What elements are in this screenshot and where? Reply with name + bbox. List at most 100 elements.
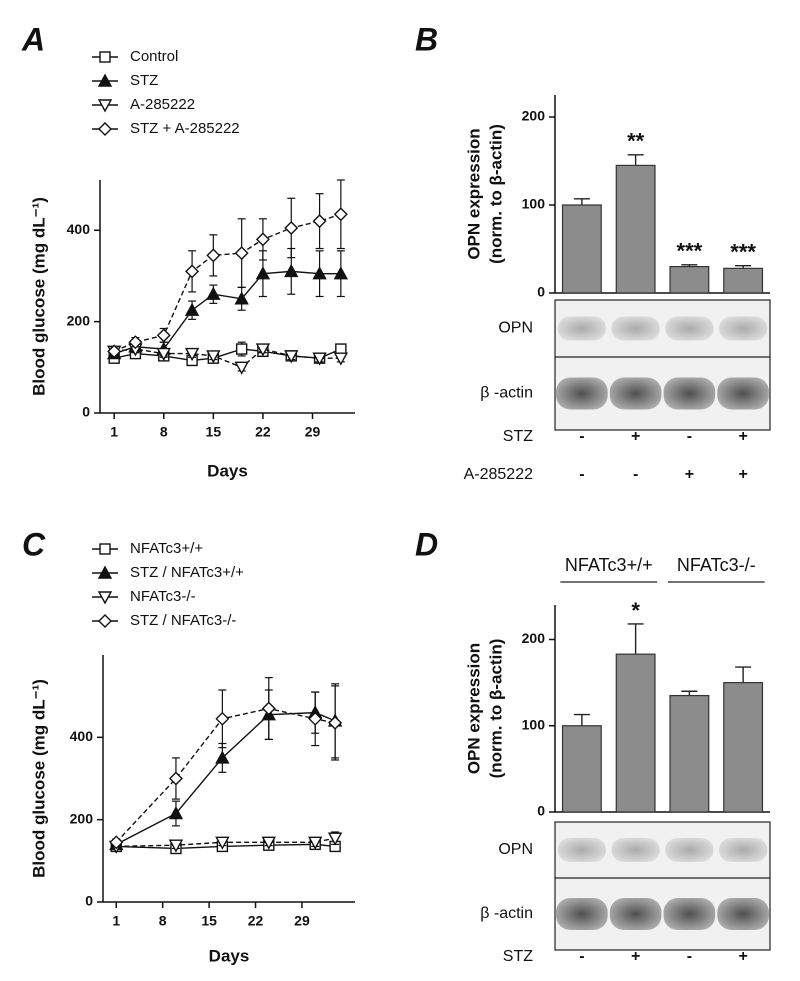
data-point (284, 220, 299, 235)
significance-label: ** (627, 129, 645, 154)
blot-band (717, 898, 769, 930)
x-tick-label: 22 (255, 424, 271, 440)
data-point (156, 347, 171, 362)
blot-band (609, 377, 662, 410)
blot-band (611, 838, 660, 862)
blot-band (609, 898, 662, 930)
x-tick-label: 8 (159, 913, 167, 929)
legend-label: STZ + A-285222 (130, 120, 240, 137)
data-point (168, 839, 184, 853)
data-point (312, 266, 327, 280)
data-point (185, 264, 200, 279)
blot-band (663, 898, 716, 930)
row-value: + (685, 466, 694, 483)
y-tick-label: 200 (522, 108, 546, 124)
data-point (168, 806, 184, 820)
legend-marker (98, 614, 112, 628)
row-label: STZ (503, 428, 533, 445)
bar (723, 267, 764, 294)
x-tick-label: 1 (112, 913, 120, 929)
data-point (168, 771, 183, 786)
series-line (113, 270, 341, 355)
data-point (333, 207, 348, 222)
data-point (261, 701, 276, 716)
x-tick-label: 22 (248, 913, 264, 929)
row-value: - (579, 466, 584, 483)
legend-label: STZ (130, 72, 158, 89)
blot-label: β -actin (480, 385, 533, 402)
panel-letter: D (415, 526, 438, 562)
legend-label: A-285222 (130, 96, 195, 113)
legend-label: STZ / NFATc3-/- (130, 612, 236, 629)
row-value: - (633, 466, 638, 483)
blot-band (665, 316, 714, 341)
data-point (333, 352, 349, 366)
data-point (284, 263, 299, 278)
y-axis-label: OPN expression (464, 643, 483, 774)
row-value: + (631, 948, 640, 965)
y-tick-label: 0 (85, 893, 93, 909)
blot-band (557, 838, 607, 862)
legend-marker (97, 99, 113, 113)
x-tick-label: 1 (110, 424, 118, 440)
series-line (115, 711, 336, 845)
data-point (333, 266, 349, 280)
row-value: - (579, 428, 584, 445)
significance-label: *** (677, 239, 703, 264)
y-tick-label: 200 (67, 312, 91, 328)
row-label: STZ (503, 948, 533, 965)
blot-band (718, 316, 768, 341)
panel-letter: C (22, 526, 46, 562)
data-point (327, 832, 343, 846)
y-tick-label: 100 (522, 196, 546, 212)
data-point (308, 711, 323, 726)
bar (561, 725, 602, 813)
data-point (255, 232, 270, 247)
blot-label: OPN (498, 841, 533, 858)
x-tick-label: 15 (201, 913, 217, 929)
row-value: - (687, 948, 692, 965)
row-value: + (631, 428, 640, 445)
data-point (215, 750, 230, 764)
blot-label: β -actin (480, 905, 533, 922)
legend-marker (99, 543, 111, 555)
legend-label: Control (130, 48, 178, 65)
row-value: + (738, 948, 747, 965)
y-axis-label: Blood glucose (mg dL⁻¹) (29, 197, 48, 396)
row-value: + (738, 428, 747, 445)
legend-marker (98, 122, 112, 136)
legend-label: STZ / NFATc3+/+ (130, 564, 244, 581)
x-tick-label: 8 (160, 424, 168, 440)
significance-label: * (631, 598, 640, 623)
y-tick-label: 0 (537, 284, 545, 300)
y-tick-label: 200 (70, 810, 94, 826)
blot-band (663, 377, 716, 410)
y-axis-label: Blood glucose (mg dL⁻¹) (29, 679, 48, 878)
data-point (109, 835, 124, 850)
data-point (206, 350, 221, 364)
data-point (235, 343, 248, 355)
data-point (128, 335, 143, 350)
data-point (184, 347, 200, 362)
x-axis-label: Days (209, 946, 250, 965)
legend-label: NFATc3-/- (130, 588, 196, 605)
series-line (113, 213, 342, 352)
data-point (255, 266, 271, 280)
data-point (234, 291, 249, 305)
blot-label: OPN (498, 320, 533, 337)
row-value: + (738, 466, 747, 483)
row-value: - (579, 948, 584, 965)
data-point (107, 344, 122, 359)
y-tick-label: 400 (67, 221, 91, 237)
row-label: A-285222 (464, 466, 533, 483)
legend-label: NFATc3+/+ (130, 540, 203, 557)
blot-band (718, 838, 768, 862)
blot-band (665, 838, 714, 862)
y-tick-label: 200 (522, 630, 546, 646)
data-point (206, 286, 221, 300)
data-point (184, 302, 200, 316)
bar (615, 164, 656, 294)
bar (669, 266, 710, 294)
bar (723, 682, 764, 813)
panel-letter: B (415, 21, 438, 57)
